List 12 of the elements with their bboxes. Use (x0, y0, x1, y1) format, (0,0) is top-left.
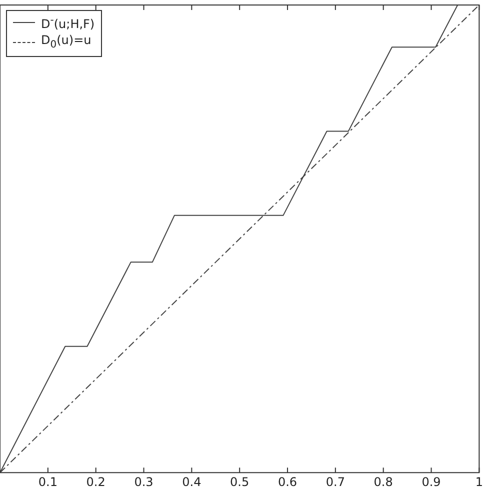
x-tick-label: 0.7 (326, 474, 345, 489)
x-tick-label: 0.2 (86, 474, 106, 489)
x-tick-label: 0.4 (182, 474, 202, 489)
x-tick-label: 0.8 (374, 474, 393, 489)
x-tick-label: 1 (475, 474, 484, 489)
x-tick-label: 0.9 (422, 474, 441, 489)
x-tick-label: 0.6 (278, 474, 298, 489)
x-tick-label: 0.5 (230, 474, 250, 489)
x-tick-label: 0.1 (38, 474, 58, 489)
legend-label: D$^{-}$(u;H,F) (41, 14, 95, 32)
legend-label: D$_{0}$(u)=u (41, 32, 92, 52)
x-tick-label: 0.3 (134, 474, 154, 489)
